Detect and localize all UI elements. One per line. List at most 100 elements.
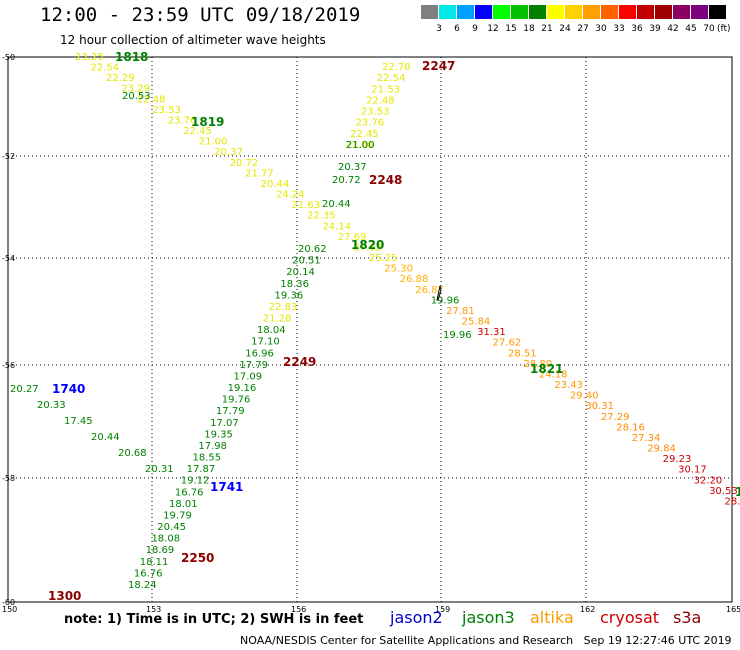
wave-height-value: 20.27 bbox=[10, 384, 39, 395]
wave-height-value: 29.84 bbox=[647, 444, 676, 455]
wave-height-value: 28.16 bbox=[616, 422, 645, 433]
satellite-jason3: jason3 bbox=[462, 608, 515, 627]
wave-height-value: 25.84 bbox=[462, 317, 491, 328]
wave-height-value: 18.69 bbox=[146, 545, 175, 556]
lon-label: 165 bbox=[726, 605, 740, 614]
lat-label: -52 bbox=[2, 152, 15, 161]
lat-label: -58 bbox=[2, 474, 15, 483]
pass-time-label: 1819 bbox=[191, 115, 224, 129]
wave-height-value: 26.88 bbox=[400, 274, 429, 285]
wave-height-value: 23.43 bbox=[554, 380, 583, 391]
wave-height-value: 20.72 bbox=[332, 175, 361, 186]
legend-swatch bbox=[529, 5, 546, 19]
wave-height-value: 30.31 bbox=[585, 401, 614, 412]
wave-height-value: 27.62 bbox=[493, 338, 522, 349]
footnote: note: 1) Time is in UTC; 2) SWH is in fe… bbox=[64, 612, 364, 627]
wave-height-value: 28.65 bbox=[725, 496, 740, 507]
wave-height-value: 21.00 bbox=[199, 137, 228, 148]
pass-time-label: 2247 bbox=[422, 59, 455, 73]
pass-time-label: 2250 bbox=[181, 551, 214, 565]
wave-height-value: 16.76 bbox=[175, 487, 204, 498]
wave-height-value: 22.83 bbox=[269, 302, 298, 313]
wave-height-value: 22.35 bbox=[307, 211, 336, 222]
pass-time-label: 1300 bbox=[48, 589, 81, 603]
wave-height-value: 17.09 bbox=[234, 371, 263, 382]
map-frame bbox=[7, 56, 733, 603]
wave-height-value: 24.24 bbox=[276, 190, 305, 201]
wave-height-value: 27.69 bbox=[338, 232, 367, 243]
wave-height-value: 21.63 bbox=[292, 200, 321, 211]
wave-height-value: 20.37 bbox=[338, 162, 367, 173]
legend-label: 12 bbox=[487, 24, 499, 34]
wave-height-value: 24.18 bbox=[539, 369, 568, 380]
wave-height-value: 27.62 bbox=[353, 242, 382, 253]
wave-height-value: 20.62 bbox=[298, 244, 327, 255]
wave-height-value: 20.51 bbox=[292, 256, 321, 267]
legend-swatch bbox=[619, 5, 636, 19]
wave-height-value: 24.14 bbox=[322, 221, 351, 232]
wave-height-value: 17.10 bbox=[251, 337, 280, 348]
legend-swatch bbox=[673, 5, 690, 19]
legend-label: 9 bbox=[472, 24, 478, 34]
wave-height-value: 18.04 bbox=[257, 325, 286, 336]
wave-height-value: 20.14 bbox=[286, 267, 315, 278]
pass-time-label: 1818 bbox=[115, 50, 148, 64]
timestamp: Sep 19 12:27:46 UTC 2019 bbox=[583, 634, 732, 647]
credit-text: NOAA/NESDIS Center for Satellite Applica… bbox=[240, 634, 574, 647]
wave-height-value: 26.87 bbox=[415, 285, 444, 296]
legend-swatch bbox=[439, 5, 456, 19]
wave-height-value: 20.53 bbox=[122, 91, 151, 102]
wave-height-value: 20.72 bbox=[230, 158, 259, 169]
page-subtitle: 12 hour collection of altimeter wave hei… bbox=[60, 33, 326, 47]
wave-height-value: 27.29 bbox=[601, 412, 630, 423]
wave-height-value: 20.45 bbox=[157, 522, 186, 533]
wave-height-value: 25.30 bbox=[384, 264, 413, 275]
lon-label: 150 bbox=[2, 605, 17, 614]
wave-height-value: 32.20 bbox=[694, 475, 723, 486]
wave-height-value: 17.79 bbox=[239, 360, 268, 371]
wave-height-value: 30.17 bbox=[678, 465, 707, 476]
pass-time-label: 1740 bbox=[52, 382, 85, 396]
wave-height-value: 18.08 bbox=[151, 534, 180, 545]
wave-height-value: 21.28 bbox=[263, 314, 292, 325]
wave-height-value: 19.36 bbox=[275, 290, 304, 301]
wave-height-value: 23.29 bbox=[121, 84, 150, 95]
legend-label: 33 bbox=[613, 24, 625, 34]
wave-height-value: 22.54 bbox=[90, 63, 119, 74]
wave-height-value: 19.35 bbox=[204, 429, 233, 440]
wave-height-value: 20.37 bbox=[214, 147, 243, 158]
wave-height-value: 22.48 bbox=[137, 94, 166, 105]
satellite-s3a: s3a bbox=[673, 608, 702, 627]
wave-height-value: 20.31 bbox=[145, 464, 174, 475]
legend-swatch bbox=[691, 5, 708, 19]
wave-height-value: 30.53 bbox=[709, 486, 738, 497]
lon-label: 159 bbox=[435, 605, 450, 614]
wave-height-value: 19.79 bbox=[163, 510, 192, 521]
pass-time-label: 2248 bbox=[369, 173, 402, 187]
wave-height-value: 23.25 bbox=[75, 52, 104, 63]
lat-label: -60 bbox=[2, 598, 15, 607]
land-marker bbox=[436, 285, 442, 301]
pass-time-label: 1741 bbox=[210, 480, 243, 494]
satellite-jason2: jason2 bbox=[390, 608, 443, 627]
wave-height-value: 23.76 bbox=[356, 118, 385, 129]
legend-label: 6 bbox=[454, 24, 460, 34]
legend-swatch bbox=[511, 5, 528, 19]
lat-label: -56 bbox=[2, 361, 15, 370]
wave-height-value: 17.87 bbox=[187, 464, 216, 475]
lon-label: 153 bbox=[146, 605, 161, 614]
legend-label: 24 bbox=[559, 24, 571, 34]
wave-height-value: 16.76 bbox=[134, 568, 163, 579]
legend-label: 3 bbox=[436, 24, 442, 34]
wave-height-value: 17.79 bbox=[216, 406, 245, 417]
wave-height-value: 28.51 bbox=[508, 348, 537, 359]
lon-label: 162 bbox=[580, 605, 595, 614]
wave-height-value: 19.96 bbox=[431, 295, 460, 306]
wave-height-value: 27.34 bbox=[632, 433, 661, 444]
wave-height-value: 28.80 bbox=[523, 359, 552, 370]
wave-height-value: 23.76 bbox=[168, 115, 197, 126]
legend-swatch bbox=[583, 5, 600, 19]
wave-height-value: 22.45 bbox=[350, 129, 379, 140]
wave-height-value: 18.36 bbox=[280, 279, 309, 290]
